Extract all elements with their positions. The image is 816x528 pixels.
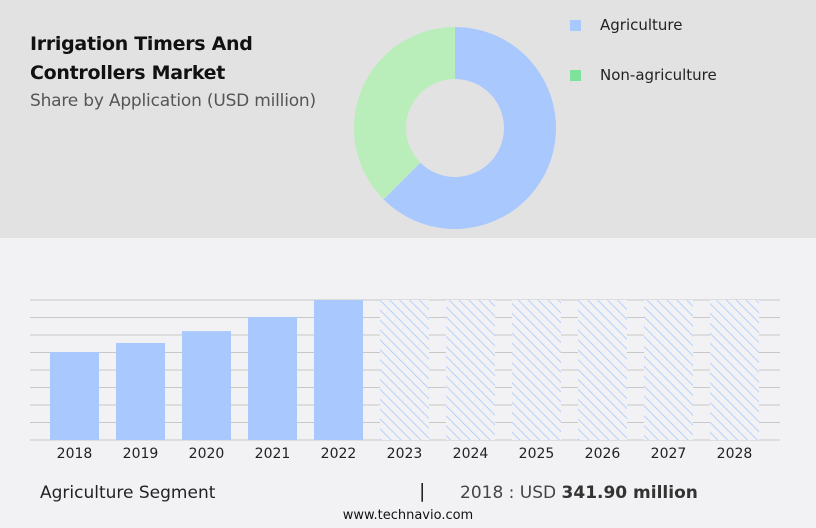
forecast-bar-2024 (446, 300, 495, 440)
segment-label: Agriculture Segment (40, 483, 216, 503)
bar-chart (30, 299, 780, 441)
donut-slice-agriculture (383, 27, 556, 229)
x-axis-label: 2028 (716, 446, 753, 462)
footer-separator: | (419, 480, 426, 502)
segment-value: 2018 : USD 341.90 million (460, 483, 698, 503)
bar-2022 (314, 300, 363, 440)
forecast-bar-2025 (512, 300, 561, 440)
bar-2019 (116, 342, 165, 440)
legend-swatch-agriculture (570, 19, 581, 31)
bar-2018 (50, 352, 99, 440)
donut-chart (354, 26, 556, 229)
title-line-2: Controllers Market (30, 62, 226, 84)
forecast-bar-2027 (644, 300, 693, 440)
forecast-bar-2028 (710, 300, 759, 440)
x-axis-label: 2021 (254, 446, 291, 462)
x-axis-label: 2024 (452, 446, 489, 462)
x-axis-label: 2025 (518, 446, 555, 462)
bar-2021 (248, 316, 297, 440)
website-link[interactable]: www.technavio.com (342, 508, 474, 523)
legend-item-agriculture: Agriculture (570, 16, 683, 34)
x-axis-label: 2022 (320, 446, 357, 462)
segment-value-amount: 341.90 million (561, 483, 698, 503)
legend-swatch-non-agriculture (570, 69, 581, 81)
title-line-1: Irrigation Timers And (30, 33, 253, 55)
x-axis-label: 2018 (56, 446, 93, 462)
x-axis-label: 2019 (122, 446, 159, 462)
x-axis-label: 2027 (650, 446, 687, 462)
x-axis-label: 2023 (386, 446, 423, 462)
x-axis-label: 2020 (188, 446, 225, 462)
x-axis-label: 2026 (584, 446, 621, 462)
chart-title: Irrigation Timers And Controllers Market (30, 30, 253, 88)
legend-label: Non-agriculture (600, 66, 717, 84)
bar-2020 (182, 331, 231, 440)
segment-year-prefix: 2018 : USD (460, 483, 562, 503)
forecast-bar-2023 (380, 300, 429, 440)
forecast-bar-2026 (578, 300, 627, 440)
legend-item-non-agriculture: Non-agriculture (570, 66, 717, 84)
donut-slice-non-agriculture (354, 26, 455, 200)
legend-label: Agriculture (600, 16, 683, 34)
chart-subtitle: Share by Application (USD million) (30, 91, 316, 111)
